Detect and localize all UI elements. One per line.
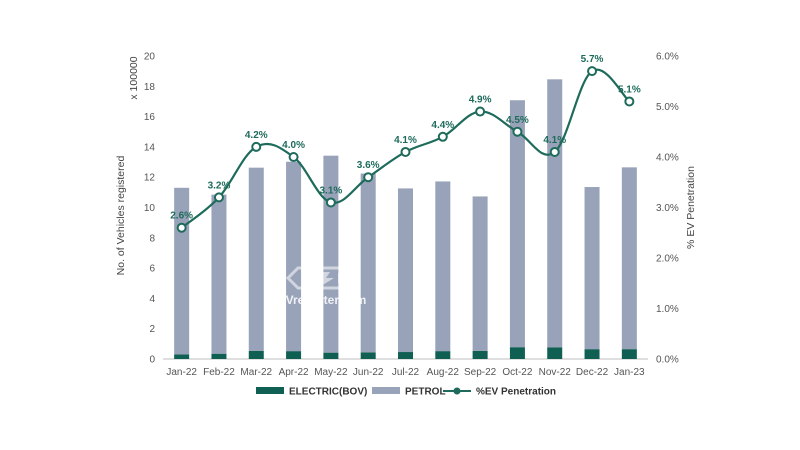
- bar-electric: [435, 351, 451, 359]
- bar-electric: [211, 353, 227, 359]
- legend-label-petrol: PETROL: [405, 387, 446, 398]
- bar-petrol: [398, 188, 413, 353]
- x-tick-label: Apr-22: [279, 367, 309, 378]
- y-left-tick-label: 0: [149, 355, 155, 366]
- penetration-data-label: 4.2%: [245, 130, 268, 141]
- y-right-tick-label: 3.0%: [656, 203, 679, 214]
- legend-swatch-electric: [256, 387, 284, 394]
- y-left-tick-label: 10: [144, 203, 156, 214]
- x-tick-label: Jan-23: [614, 367, 645, 378]
- penetration-data-label: 2.6%: [170, 211, 193, 222]
- y-left-tick-label: 16: [144, 112, 156, 123]
- bar-electric: [398, 352, 413, 359]
- legend-label-penetration: %EV Penetration: [476, 387, 556, 398]
- x-tick-label: Aug-22: [427, 367, 460, 378]
- y-left-tick-label: 12: [144, 173, 156, 184]
- x-tick-label: Mar-22: [240, 367, 272, 378]
- y-left-tick-label: 8: [149, 233, 155, 244]
- penetration-data-label: 3.2%: [208, 180, 231, 191]
- penetration-point: [363, 172, 374, 183]
- y-right-tick-label: 4.0%: [656, 153, 679, 164]
- legend-swatch-petrol: [372, 387, 400, 394]
- x-tick-label: Jan-22: [166, 367, 197, 378]
- penetration-point: [475, 106, 486, 117]
- bar-petrol: [211, 194, 227, 354]
- y-left-axis-title: No. of Vehicles registered: [115, 156, 127, 276]
- penetration-point: [437, 131, 448, 142]
- x-tick-label: Jul-22: [392, 367, 420, 378]
- penetration-point: [213, 192, 224, 203]
- bar-electric: [547, 347, 563, 359]
- y-right-axis-title: % EV Penetration: [685, 166, 697, 249]
- penetration-point: [251, 141, 262, 152]
- penetration-data-label: 4.1%: [394, 135, 417, 146]
- bar-electric: [584, 349, 600, 359]
- bar-petrol: [360, 173, 376, 353]
- penetration-data-label: 4.9%: [469, 95, 492, 106]
- penetration-point: [512, 126, 523, 137]
- y-left-tick-label: 14: [144, 142, 156, 153]
- x-tick-label: Nov-22: [539, 367, 572, 378]
- penetration-point: [288, 152, 299, 162]
- penetration-data-label: 4.0%: [282, 140, 305, 151]
- bar-petrol: [509, 100, 525, 348]
- penetration-data-label: 3.6%: [357, 160, 380, 171]
- penetration-data-label: 4.1%: [543, 135, 566, 146]
- y-right-tick-label: 6.0%: [656, 52, 679, 63]
- penetration-data-label: 3.1%: [319, 185, 342, 196]
- bar-petrol: [472, 196, 488, 351]
- bar-petrol: [584, 187, 600, 350]
- y-right-tick-label: 5.0%: [656, 102, 679, 113]
- x-tick-label: Sep-22: [464, 367, 497, 378]
- y-left-tick-label: 18: [144, 82, 156, 93]
- penetration-point: [325, 197, 336, 208]
- y-right-tick-label: 1.0%: [656, 304, 679, 315]
- x-tick-label: May-22: [314, 367, 348, 378]
- bar-electric: [248, 350, 264, 359]
- y-left-tick-label: 2: [149, 324, 155, 335]
- y-left-tick-label: 6: [149, 264, 155, 275]
- bar-petrol: [547, 79, 563, 348]
- y-left-tick-label: 4: [149, 294, 155, 305]
- penetration-data-label: 5.7%: [581, 54, 604, 65]
- legend-label-electric: ELECTRIC(BOV): [289, 387, 367, 398]
- bar-electric: [360, 352, 376, 359]
- x-tick-label: Feb-22: [203, 367, 235, 378]
- bar-electric: [509, 347, 525, 359]
- bar-electric: [621, 349, 637, 359]
- bar-electric: [286, 351, 302, 359]
- bar-electric: [472, 350, 488, 359]
- bar-electric: [323, 352, 339, 359]
- y-left-unit-note: x 100000: [128, 56, 140, 99]
- penetration-point: [587, 66, 598, 77]
- ev-battery-icon: [285, 266, 359, 290]
- penetration-data-label: 4.5%: [506, 115, 529, 126]
- y-right-tick-label: 0.0%: [656, 355, 679, 366]
- penetration-point: [176, 222, 187, 233]
- legend-swatch-penetration-marker: [453, 387, 461, 395]
- penetration-point: [549, 146, 560, 157]
- bar-petrol: [621, 167, 637, 350]
- watermark-text: EVreporter.com: [278, 293, 367, 307]
- penetration-data-label: 4.4%: [431, 120, 454, 131]
- y-left-tick-label: 20: [144, 52, 156, 63]
- bar-electric: [174, 354, 190, 359]
- bar-petrol: [435, 181, 451, 352]
- x-tick-label: Jun-22: [353, 367, 384, 378]
- x-tick-label: Oct-22: [502, 367, 532, 378]
- y-right-tick-label: 2.0%: [656, 254, 679, 265]
- x-tick-label: Dec-22: [576, 367, 609, 378]
- penetration-data-label: 5.1%: [618, 84, 641, 95]
- bar-petrol: [286, 161, 302, 352]
- bar-petrol: [248, 167, 264, 351]
- penetration-point: [624, 96, 635, 107]
- penetration-point: [400, 146, 411, 157]
